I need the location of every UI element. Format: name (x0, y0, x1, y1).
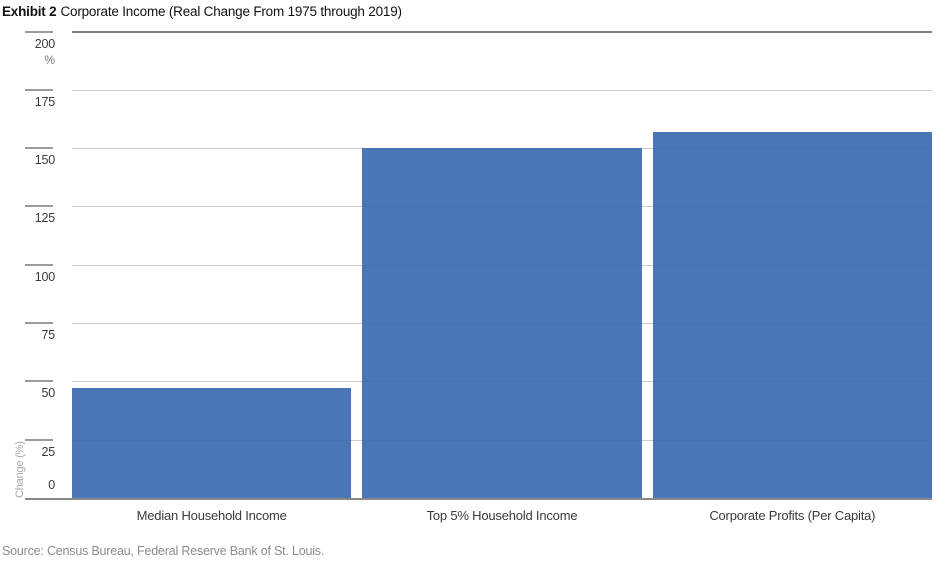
gridline (72, 89, 932, 91)
y-axis-title: Change (%) (14, 441, 26, 498)
y-tick-label: 125 (34, 211, 55, 226)
y-tick-line (25, 263, 53, 266)
y-tick-label: 25 (41, 444, 55, 459)
y-tick-line (25, 147, 53, 150)
y-tick-line (25, 88, 53, 91)
y-tick-line (25, 380, 53, 383)
bar-median-household-income (72, 388, 352, 498)
x-tick-label: Top 5% Household Income (426, 508, 578, 523)
x-axis-line (25, 497, 932, 500)
bar-corporate-profits-per-capita (652, 131, 932, 498)
gridline-overlay (72, 323, 932, 325)
y-tick-label: 0 (48, 478, 55, 492)
y-tick-label: 200 (34, 36, 55, 51)
chart-title: Exhibit 2 Corporate Income (Real Change F… (2, 4, 402, 19)
y-tick-line (25, 438, 53, 441)
y-axis-unit-label: % (44, 52, 55, 67)
gridline-overlay (72, 89, 932, 91)
gridline-overlay (72, 381, 932, 383)
x-tick-label: Corporate Profits (Per Capita) (709, 508, 876, 523)
exhibit-label: Exhibit 2 (2, 4, 57, 19)
y-tick-line (25, 30, 53, 33)
gridline-overlay (72, 206, 932, 208)
plot-top-border (72, 30, 932, 33)
y-tick-label: 100 (34, 269, 55, 284)
gridline-overlay (72, 264, 932, 266)
y-tick-label: 75 (41, 328, 55, 343)
gridline-overlay (72, 439, 932, 441)
y-tick-line (25, 205, 53, 208)
source-note: Source: Census Bureau, Federal Reserve B… (2, 544, 325, 558)
y-tick-label: 50 (41, 386, 55, 401)
y-tick-line (25, 322, 53, 325)
bar-top-5-household-income (362, 148, 642, 498)
y-tick-label: 175 (34, 94, 55, 109)
x-tick-label: Median Household Income (136, 508, 287, 523)
gridline-overlay (72, 148, 932, 150)
chart-title-text: Corporate Income (Real Change From 1975 … (60, 4, 402, 19)
y-tick-label: 150 (34, 153, 55, 168)
